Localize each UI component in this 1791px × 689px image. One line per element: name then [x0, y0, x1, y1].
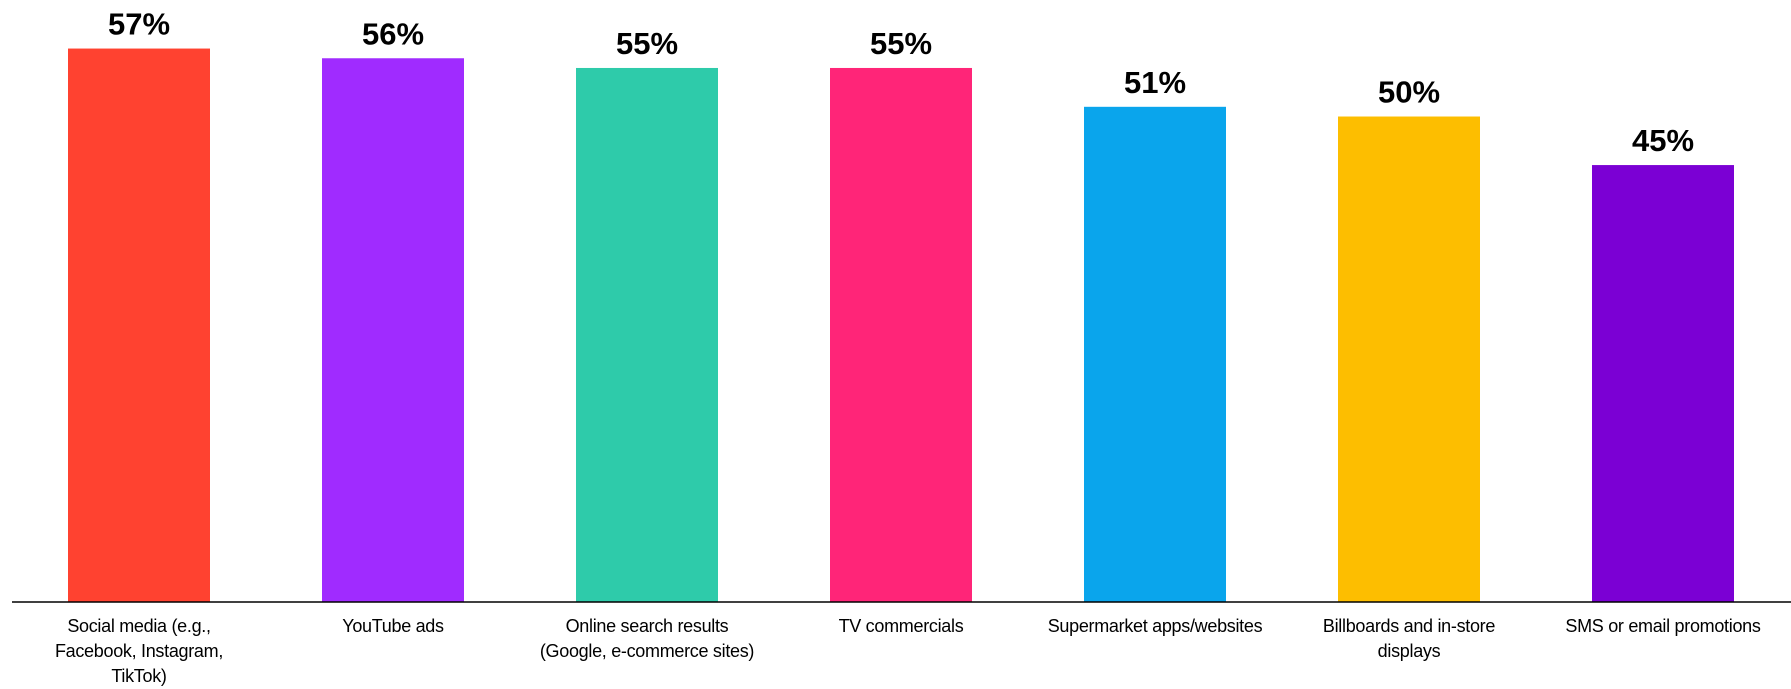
x-tick-label: Online search results (Google, e-commerc…	[539, 616, 755, 661]
value-label: 55%	[870, 26, 932, 61]
bar	[830, 67, 972, 602]
value-label: 45%	[1632, 123, 1694, 158]
x-tick-label: TV commercials	[838, 616, 964, 636]
x-tick-label: Supermarket apps/websites	[1047, 616, 1263, 636]
bar	[322, 58, 464, 603]
value-label: 56%	[362, 16, 424, 51]
bar	[1338, 116, 1480, 603]
x-tick-label: SMS or email promotions	[1565, 616, 1761, 636]
x-tick-label: Social media (e.g., Facebook, Instagram,…	[54, 616, 224, 686]
bar	[1592, 165, 1734, 602]
x-tick-label: YouTube ads	[342, 616, 444, 636]
bar	[68, 48, 210, 602]
bar	[1084, 106, 1226, 602]
x-tick-label: Billboards and in-store displays	[1322, 616, 1496, 661]
value-label: 51%	[1124, 65, 1186, 100]
bar	[576, 67, 718, 602]
value-label: 50%	[1378, 75, 1440, 110]
value-label: 55%	[616, 26, 678, 61]
value-label: 57%	[108, 7, 170, 42]
